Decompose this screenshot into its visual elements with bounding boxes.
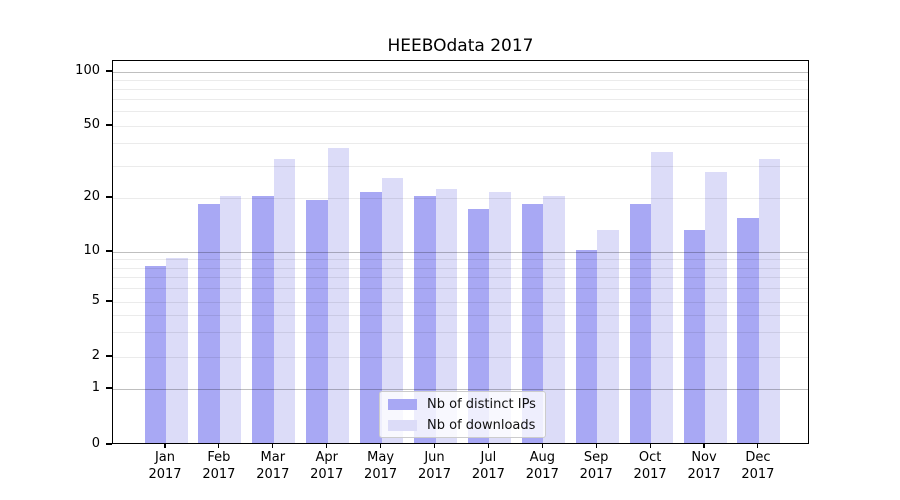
y-tick-mark-50 — [106, 124, 112, 126]
bar-downloads-oct — [651, 152, 673, 443]
x-tick-label-feb: Feb 2017 — [202, 450, 236, 482]
x-tick-label-jan: Jan 2017 — [148, 450, 182, 482]
legend-swatch-downloads-icon — [388, 419, 417, 431]
x-tick-mark-oct — [649, 444, 651, 448]
chart-title: HEEBOdata 2017 — [387, 36, 534, 56]
bar-downloads-dec — [758, 159, 781, 443]
x-tick-mark-aug — [541, 444, 543, 448]
legend-swatch-distinct-ips-icon — [388, 398, 417, 410]
bar-distinct-ips-oct — [629, 204, 652, 443]
x-tick-mark-jul — [487, 444, 489, 448]
bar-downloads-apr — [327, 147, 350, 443]
bar-distinct-ips-jun — [414, 196, 436, 443]
x-tick-mark-nov — [703, 444, 705, 448]
bar-distinct-ips-mar — [252, 196, 274, 443]
bar-distinct-ips-nov — [683, 229, 705, 443]
y-tick-label-5: 5 — [91, 293, 100, 308]
x-tick-label-dec: Dec 2017 — [741, 450, 775, 482]
y-tick-mark-0 — [106, 443, 112, 445]
bar-distinct-ips-aug — [521, 204, 544, 443]
y-tick-label-100: 100 — [75, 63, 100, 78]
y-tick-mark-2 — [106, 355, 112, 357]
bar-distinct-ips-apr — [306, 200, 328, 443]
legend-entry-distinct-ips: Nb of distinct IPs — [388, 397, 545, 412]
y-tick-label-20: 20 — [83, 189, 100, 204]
x-tick-mark-jan — [164, 444, 166, 448]
y-tick-label-10: 10 — [83, 243, 100, 258]
bar-downloads-jul — [489, 192, 511, 443]
y-tick-label-50: 50 — [83, 117, 100, 132]
x-tick-label-jun: Jun 2017 — [417, 450, 452, 482]
bar-distinct-ips-feb — [198, 204, 220, 443]
bar-downloads-aug — [543, 196, 565, 443]
plot-area: Nb of distinct IPs Nb of downloads — [112, 60, 809, 444]
bar-distinct-ips-jul — [467, 208, 490, 443]
bar-downloads-jan — [166, 257, 188, 443]
legend-label-distinct-ips: Nb of distinct IPs — [427, 396, 536, 412]
y-tick-label-2: 2 — [91, 348, 100, 363]
y-tick-mark-5 — [106, 300, 112, 302]
y-tick-label-1: 1 — [91, 380, 100, 395]
x-tick-mark-mar — [272, 444, 274, 448]
legend: Nb of distinct IPs Nb of downloads — [379, 391, 546, 438]
bar-distinct-ips-may — [360, 192, 382, 443]
bar-distinct-ips-dec — [737, 218, 759, 443]
x-tick-label-sep: Sep 2017 — [579, 450, 613, 482]
y-tick-mark-100 — [106, 70, 112, 72]
x-tick-label-nov: Nov 2017 — [687, 450, 721, 482]
bar-downloads-mar — [273, 159, 296, 443]
bar-downloads-sep — [597, 229, 619, 443]
legend-label-downloads: Nb of downloads — [427, 417, 536, 433]
bar-distinct-ips-sep — [575, 250, 598, 443]
y-tick-mark-1 — [106, 387, 112, 389]
x-tick-mark-apr — [326, 444, 328, 448]
y-tick-mark-20 — [106, 196, 112, 198]
bars-layer — [113, 61, 808, 443]
x-tick-mark-feb — [218, 444, 220, 448]
bar-downloads-jun — [435, 188, 457, 443]
bar-distinct-ips-jan — [144, 266, 166, 443]
bar-downloads-feb — [219, 196, 242, 443]
x-tick-label-mar: Mar 2017 — [256, 450, 290, 482]
legend-entry-downloads: Nb of downloads — [388, 418, 545, 433]
bar-downloads-nov — [705, 172, 727, 443]
y-tick-label-0: 0 — [91, 436, 100, 451]
x-tick-mark-dec — [757, 444, 759, 448]
x-tick-mark-jun — [433, 444, 436, 448]
x-tick-label-apr: Apr 2017 — [310, 450, 344, 482]
y-tick-mark-10 — [106, 250, 112, 252]
x-tick-label-may: May 2017 — [364, 450, 398, 482]
x-tick-mark-sep — [595, 444, 597, 448]
x-tick-mark-may — [380, 444, 382, 448]
x-tick-label-oct: Oct 2017 — [633, 450, 667, 482]
x-tick-label-jul: Jul 2017 — [471, 450, 505, 482]
x-tick-label-aug: Aug 2017 — [525, 450, 559, 482]
bar-downloads-may — [381, 178, 404, 443]
